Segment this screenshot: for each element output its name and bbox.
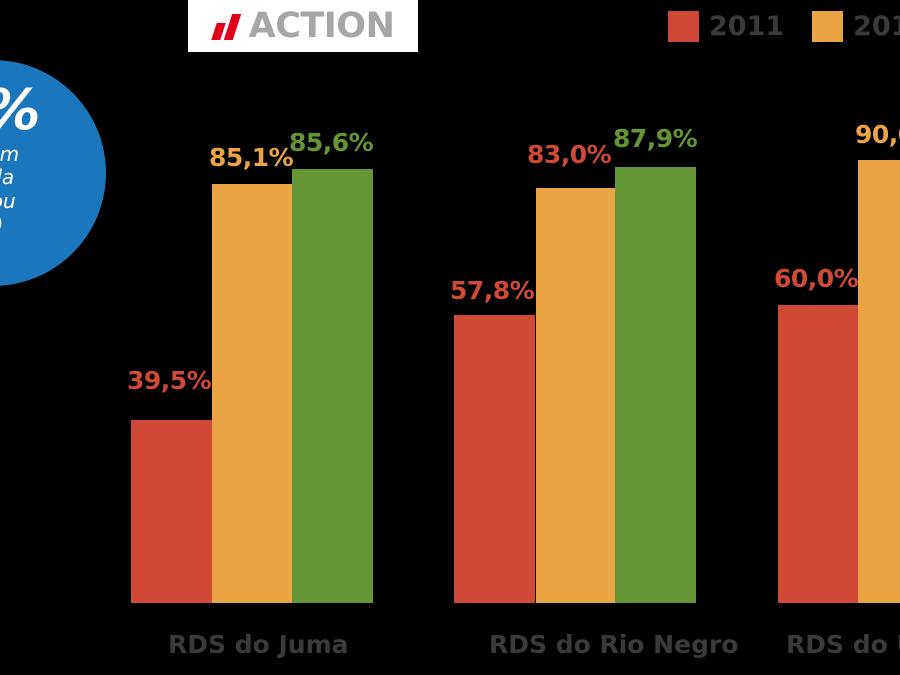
bar-value-rionegro-2015: 83,0% (527, 140, 612, 169)
bar-value-juma-2015: 85,1% (209, 143, 294, 172)
legend-item-2015[interactable]: 2015 (812, 11, 900, 42)
bar-value-rionegro-green: 87,9% (613, 124, 698, 153)
bar-rionegro-2011[interactable] (454, 315, 535, 603)
chart-legend: 2011 2015 (668, 11, 900, 42)
bar-value-rionegro-2011: 57,8% (450, 276, 535, 305)
bar-rionegro-2015[interactable] (536, 188, 615, 603)
legend-swatch-2011 (668, 11, 699, 42)
bar-rionegro-green[interactable] (615, 167, 696, 603)
bar-uatuma-2015[interactable] (858, 160, 900, 603)
bar-value-juma-green: 85,6% (289, 128, 374, 157)
group-label-juma: RDS do Juma (168, 630, 349, 659)
bar-value-uatuma-2011: 60,0% (774, 264, 859, 293)
callout-percentage: 8% (0, 81, 92, 141)
legend-swatch-2015 (812, 11, 844, 42)
callout-description: eram vida orou 9) (0, 141, 20, 236)
bar-value-uatuma-2015: 90,0 (855, 120, 900, 149)
legend-label-2011: 2011 (709, 11, 785, 42)
bar-value-juma-2011: 39,5% (127, 366, 212, 395)
bar-juma-green[interactable] (292, 169, 373, 603)
logo-wordmark: ACTION (248, 5, 395, 46)
bar-juma-2011[interactable] (131, 420, 212, 603)
legend-label-2015: 2015 (853, 11, 900, 42)
bar-uatuma-2011[interactable] (778, 305, 858, 603)
bar-juma-2015[interactable] (212, 184, 292, 603)
action-logo: ACTION (188, 0, 418, 52)
legend-item-2011[interactable]: 2011 (668, 11, 784, 42)
group-label-uatuma: RDS do U (786, 630, 900, 659)
group-label-rionegro: RDS do Rio Negro (489, 630, 739, 659)
